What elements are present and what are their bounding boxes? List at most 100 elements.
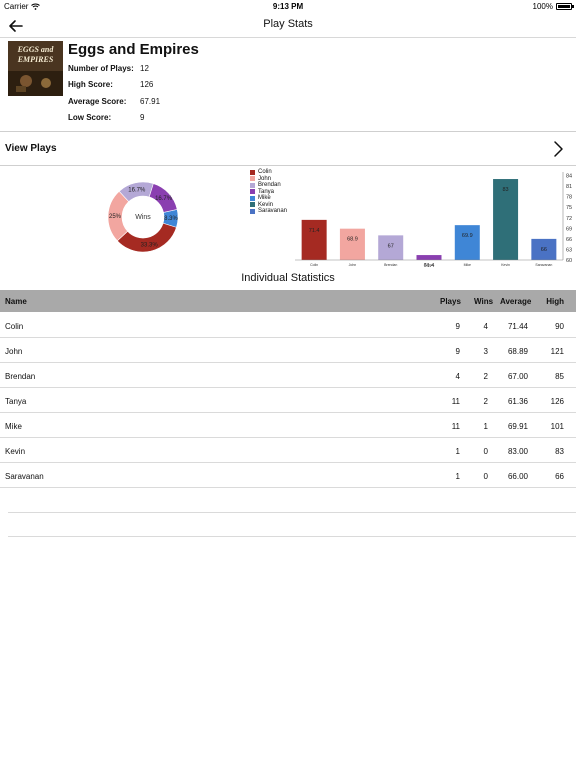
cell-plays: 4 <box>455 372 460 381</box>
legend-label: Brendan <box>258 182 281 189</box>
bar-mike <box>454 225 480 260</box>
cell-wins: 0 <box>483 447 488 456</box>
legend-label: John <box>258 175 272 182</box>
wins-donut-svg: 8.3% 33.3% 25% 16.7% 16.7% Wins <box>107 181 178 253</box>
table-row[interactable]: Tanya 11 2 61.36 126 <box>0 388 576 413</box>
status-bar: Carrier 9:13 PM 100% <box>0 0 576 14</box>
legend-item-tanya: Tanya <box>250 189 287 196</box>
cell-average: 66.00 <box>507 472 528 481</box>
legend-label: Colin <box>258 169 272 176</box>
donut-label-brendan: 16.7% <box>128 188 146 194</box>
stat-value-high: 126 <box>140 80 154 89</box>
wins-donut-chart: 8.3% 33.3% 25% 16.7% 16.7% Wins <box>100 174 186 260</box>
cell-plays: 1 <box>455 472 460 481</box>
y-tick-label: 75 <box>566 205 572 211</box>
cell-plays: 9 <box>455 322 460 331</box>
bar-category-label: John <box>349 263 357 267</box>
cell-plays: 11 <box>451 422 460 431</box>
bar-colin <box>301 219 327 260</box>
bar-value-label: 68.9 <box>347 237 358 243</box>
wifi-icon <box>31 3 41 10</box>
cover-title-line2: EMPIRES <box>17 55 54 64</box>
table-header: Name Plays Wins Average High <box>0 290 576 312</box>
cell-average: 71.44 <box>507 322 528 331</box>
cell-average: 61.36 <box>507 397 528 406</box>
y-tick-label: 60 <box>566 258 572 264</box>
bar-john <box>339 228 365 260</box>
legend-label: Saravanan <box>258 208 288 215</box>
row-divider <box>8 536 576 537</box>
chevron-right-icon[interactable] <box>552 140 564 158</box>
game-title: Eggs and Empires <box>68 41 199 58</box>
cell-high: 101 <box>550 422 564 431</box>
bar-brendan <box>378 235 404 260</box>
legend-swatch <box>250 182 255 188</box>
legend-item-mike: Mike <box>250 195 287 202</box>
battery-group: 100% <box>532 2 574 11</box>
bar-category-label: Mike <box>464 263 471 267</box>
cell-high: 126 <box>550 397 564 406</box>
bar-value-label: 61.4 <box>424 263 435 269</box>
cell-wins: 4 <box>483 322 488 331</box>
stat-value-low: 9 <box>140 113 145 122</box>
table-row[interactable]: Mike 11 1 69.91 101 <box>0 413 576 438</box>
arrow-left-icon[interactable] <box>6 16 26 36</box>
cell-average: 67.00 <box>507 372 528 381</box>
bar-value-label: 71.4 <box>309 228 320 234</box>
bar-category-label: Saravanan <box>535 263 552 267</box>
table-row[interactable]: John 9 3 68.89 121 <box>0 338 576 363</box>
donut-label-tanya: 16.7% <box>155 196 173 202</box>
stat-label-high: High Score: <box>68 80 113 89</box>
legend-label: Kevin <box>258 201 274 208</box>
cell-average: 68.89 <box>507 347 528 356</box>
y-tick-label: 72 <box>566 216 572 222</box>
battery-percent: 100% <box>532 2 553 11</box>
header-plays: Plays <box>440 297 461 306</box>
table-row[interactable]: Colin 9 4 71.44 90 <box>0 313 576 338</box>
legend-label: Mike <box>258 195 271 202</box>
cell-high: 66 <box>555 472 564 481</box>
page-title: Play Stats <box>263 18 313 30</box>
bar-category-label: Colin <box>310 263 318 267</box>
donut-slice-tanya <box>148 183 178 213</box>
cell-wins: 2 <box>483 397 488 406</box>
y-tick-label: 63 <box>566 247 572 253</box>
legend-item-saravanan: Saravanan <box>250 208 287 215</box>
bar-category-label: Kevin <box>501 263 510 267</box>
y-tick-label: 81 <box>566 184 572 190</box>
legend-label: Tanya <box>258 188 275 195</box>
table-row[interactable]: Saravanan 1 0 66.00 66 <box>0 463 576 488</box>
legend-swatch <box>250 176 255 182</box>
bar-value-label: 66 <box>541 247 547 253</box>
bar-kevin <box>493 179 519 260</box>
cell-wins: 0 <box>483 472 488 481</box>
stat-value-plays: 12 <box>140 64 149 73</box>
bar-saravanan <box>531 238 557 260</box>
cell-name: Tanya <box>5 397 27 406</box>
view-plays-row[interactable]: View Plays <box>0 132 576 166</box>
donut-label-mike: 8.3% <box>164 216 178 222</box>
legend-item-kevin: Kevin <box>250 202 287 209</box>
donut-label-john: 25% <box>109 214 122 220</box>
cover-title-line1: EGGS and <box>17 45 55 54</box>
header-high: High <box>546 297 564 306</box>
bar-category-label: Tanya <box>424 263 433 267</box>
table-row[interactable]: Kevin 1 0 83.00 83 <box>0 438 576 463</box>
legend-item-brendan: Brendan <box>250 182 287 189</box>
bar-value-label: 83 <box>503 187 509 193</box>
header-wins: Wins <box>474 297 494 306</box>
donut-center-label: Wins <box>135 214 151 221</box>
legend-item-colin: Colin <box>250 169 287 176</box>
navigation-bar: Play Stats <box>0 14 576 38</box>
row-divider <box>8 512 576 513</box>
cell-plays: 9 <box>455 347 460 356</box>
bar-category-label: Brendan <box>384 263 397 267</box>
view-plays-label: View Plays <box>5 143 57 154</box>
stat-value-average: 67.91 <box>140 97 161 106</box>
table-row[interactable]: Brendan 4 2 67.00 85 <box>0 363 576 388</box>
legend-swatch <box>250 208 255 214</box>
game-header: EGGS and EMPIRES Eggs and Empires Number… <box>0 38 576 132</box>
cell-wins: 1 <box>483 422 488 431</box>
bar-value-label: 69.9 <box>462 233 473 239</box>
